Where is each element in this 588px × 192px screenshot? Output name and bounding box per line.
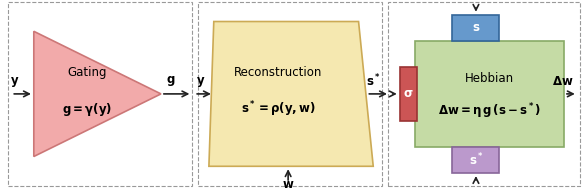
Text: $\mathbf{\Delta w = \eta\,g\,(s - s^*)}$: $\mathbf{\Delta w = \eta\,g\,(s - s^*)}$ [438,102,541,121]
Text: $\mathbf{s}$: $\mathbf{s}$ [472,21,480,34]
Bar [198,2,382,186]
Text: $\mathbf{\sigma}$: $\mathbf{\sigma}$ [403,87,414,100]
Text: $\mathbf{y}$: $\mathbf{y}$ [11,75,20,89]
Text: $\mathbf{s^* = \rho(y, w)}$: $\mathbf{s^* = \rho(y, w)}$ [241,100,316,119]
Text: Hebbian: Hebbian [465,72,514,85]
Bar [415,41,564,147]
Text: $\mathbf{w}$: $\mathbf{w}$ [282,178,295,191]
Text: $\mathbf{s^*}$: $\mathbf{s^*}$ [469,152,483,168]
Bar [388,2,580,186]
Text: $\mathbf{g = \gamma(y)}$: $\mathbf{g = \gamma(y)}$ [62,101,112,118]
Text: Reconstruction: Reconstruction [234,66,323,79]
Bar [400,66,417,121]
Text: $\mathbf{s^*}$: $\mathbf{s^*}$ [366,73,381,89]
Polygon shape [209,22,373,166]
Text: $\mathbf{\Delta w}$: $\mathbf{\Delta w}$ [552,75,574,88]
Bar [8,2,192,186]
Polygon shape [34,31,161,156]
Text: $\mathbf{y}$: $\mathbf{y}$ [196,75,206,89]
Text: Gating: Gating [67,66,106,79]
Bar [452,147,499,173]
Text: $\mathbf{g}$: $\mathbf{g}$ [166,74,175,88]
Bar [452,15,499,41]
